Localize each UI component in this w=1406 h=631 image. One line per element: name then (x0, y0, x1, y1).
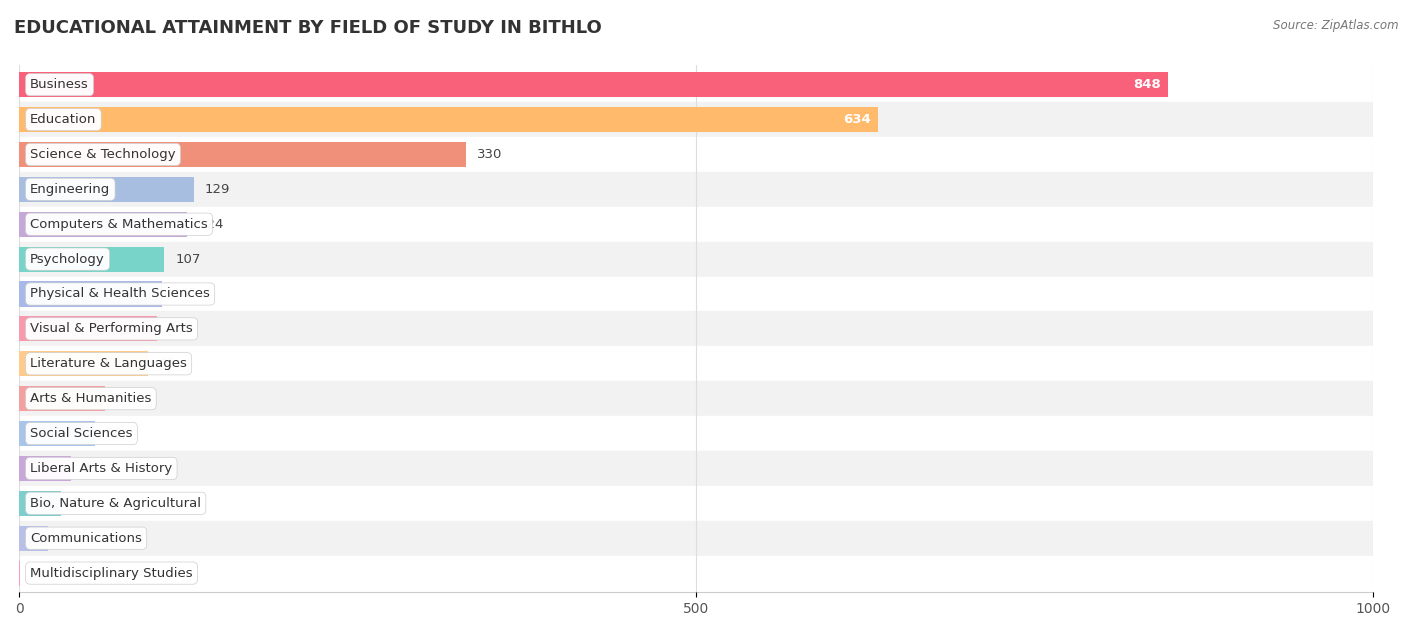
Text: Education: Education (30, 113, 97, 126)
Text: Literature & Languages: Literature & Languages (30, 357, 187, 370)
Bar (20, 172, 1374, 207)
Text: 31: 31 (72, 497, 89, 510)
Text: 634: 634 (844, 113, 872, 126)
Text: Visual & Performing Arts: Visual & Performing Arts (30, 322, 193, 336)
Bar (20, 312, 1374, 346)
Bar (20, 421, 96, 446)
Text: Engineering: Engineering (30, 183, 111, 196)
Text: 107: 107 (176, 252, 201, 266)
Bar (20, 137, 1374, 172)
Bar (20, 556, 1374, 591)
Bar (20, 491, 62, 516)
Bar (20, 177, 194, 202)
Text: 330: 330 (477, 148, 502, 161)
Bar (20, 451, 1374, 486)
Text: Business: Business (30, 78, 89, 91)
Bar (20, 276, 1374, 312)
Text: Social Sciences: Social Sciences (30, 427, 132, 440)
Text: 0: 0 (31, 567, 39, 580)
Bar (20, 102, 1374, 137)
Bar (20, 521, 1374, 556)
Bar (20, 381, 1374, 416)
Bar (20, 211, 187, 237)
Bar (20, 242, 1374, 276)
Bar (20, 416, 1374, 451)
Text: Science & Technology: Science & Technology (30, 148, 176, 161)
Text: 105: 105 (173, 288, 198, 300)
Bar (20, 351, 148, 376)
Text: 95: 95 (159, 357, 176, 370)
Text: 124: 124 (198, 218, 224, 231)
Text: Source: ZipAtlas.com: Source: ZipAtlas.com (1274, 19, 1399, 32)
Text: Arts & Humanities: Arts & Humanities (30, 392, 152, 405)
Text: Communications: Communications (30, 532, 142, 545)
Bar (20, 456, 70, 481)
Text: Liberal Arts & History: Liberal Arts & History (30, 462, 173, 475)
Bar (20, 386, 104, 411)
Text: 38: 38 (82, 462, 98, 475)
Text: EDUCATIONAL ATTAINMENT BY FIELD OF STUDY IN BITHLO: EDUCATIONAL ATTAINMENT BY FIELD OF STUDY… (14, 19, 602, 37)
Bar (20, 142, 467, 167)
Bar (20, 281, 162, 307)
Text: 848: 848 (1133, 78, 1161, 91)
Text: 56: 56 (105, 427, 122, 440)
Bar (20, 316, 157, 341)
Text: Computers & Mathematics: Computers & Mathematics (30, 218, 208, 231)
Bar (20, 486, 1374, 521)
Text: Bio, Nature & Agricultural: Bio, Nature & Agricultural (30, 497, 201, 510)
Text: 129: 129 (205, 183, 231, 196)
Text: Psychology: Psychology (30, 252, 105, 266)
Text: 102: 102 (169, 322, 194, 336)
Text: Physical & Health Sciences: Physical & Health Sciences (30, 288, 209, 300)
Bar (20, 107, 877, 132)
Bar (20, 72, 1167, 97)
Text: 63: 63 (115, 392, 132, 405)
Bar (20, 247, 165, 272)
Bar (20, 346, 1374, 381)
Bar (20, 68, 1374, 102)
Text: Multidisciplinary Studies: Multidisciplinary Studies (30, 567, 193, 580)
Bar (20, 207, 1374, 242)
Bar (20, 526, 48, 551)
Text: 21: 21 (59, 532, 76, 545)
